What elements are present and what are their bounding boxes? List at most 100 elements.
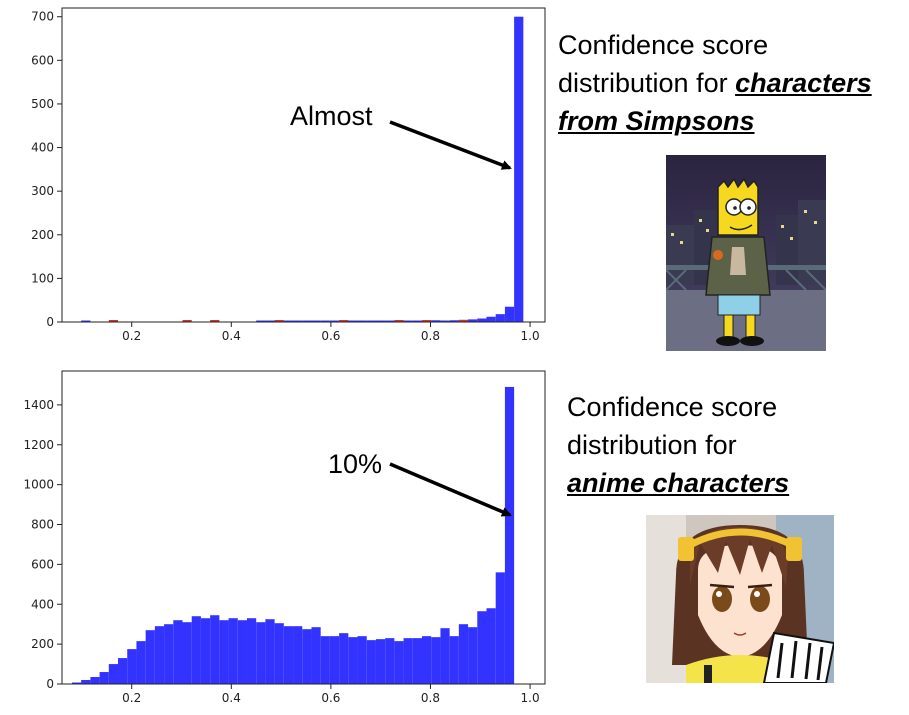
bar: [449, 636, 459, 684]
caption-simpsons-line1: Confidence score: [558, 30, 769, 60]
bar: [495, 572, 505, 684]
y-tick-label: 100: [31, 271, 54, 285]
y-tick-label: 0: [46, 315, 54, 329]
bar: [504, 306, 515, 322]
x-tick-label: 0.8: [421, 691, 440, 705]
bar: [486, 608, 496, 684]
bar: [468, 627, 478, 684]
bar: [274, 320, 284, 322]
bart-simpson-image: [666, 155, 826, 351]
caption-simpsons-line2-prefix: distribution for: [558, 68, 736, 98]
bar: [329, 320, 340, 322]
caption-anime-line2: distribution for: [567, 430, 737, 460]
caption-anime-line3: anime characters: [567, 464, 897, 502]
bar: [477, 318, 487, 322]
x-tick-label: 0.2: [122, 329, 141, 343]
bar: [394, 641, 404, 684]
caption-simpsons: Confidence score distribution for charac…: [558, 26, 903, 140]
bar: [486, 316, 496, 322]
bar: [514, 16, 524, 322]
bar: [108, 664, 119, 684]
annotation-text: Almost: [290, 101, 373, 131]
bar: [71, 682, 82, 684]
bar: [108, 320, 119, 322]
bar: [366, 640, 376, 684]
bar: [173, 620, 183, 684]
bar: [145, 630, 155, 684]
caption-anime-line1: Confidence score: [567, 392, 778, 422]
bar: [136, 641, 146, 684]
bar: [440, 628, 450, 684]
bar: [237, 620, 247, 684]
y-tick-label: 0: [46, 677, 54, 691]
x-tick-label: 0.4: [222, 691, 241, 705]
bar: [265, 619, 275, 684]
annotation-arrow: [389, 462, 512, 517]
x-tick-label: 0.4: [222, 329, 241, 343]
y-tick-label: 800: [31, 518, 54, 532]
y-tick-label: 600: [31, 53, 54, 67]
bar: [468, 319, 478, 322]
x-tick-label: 0.2: [122, 691, 141, 705]
x-tick-label: 0.8: [421, 329, 440, 343]
bar: [504, 386, 515, 684]
bar: [385, 320, 395, 322]
y-tick-label: 500: [31, 97, 54, 111]
bar: [81, 680, 91, 684]
bar: [477, 611, 487, 684]
bar: [348, 637, 358, 684]
bar: [274, 623, 284, 684]
bar: [339, 320, 349, 322]
caption-simpsons-emphasis-2: from Simpsons: [558, 106, 755, 136]
bar: [366, 320, 376, 322]
bar: [283, 320, 294, 322]
bar: [191, 616, 201, 684]
y-tick-label: 600: [31, 557, 54, 571]
bar: [99, 672, 109, 684]
bar: [182, 622, 192, 684]
bar: [228, 618, 238, 684]
bar: [182, 320, 192, 322]
x-tick-label: 0.6: [321, 329, 340, 343]
bar: [256, 622, 266, 684]
bar: [164, 624, 174, 684]
caption-simpsons-line2: distribution for characters: [558, 64, 903, 102]
bar: [412, 320, 423, 322]
bar: [302, 629, 312, 684]
bar: [357, 320, 367, 322]
y-tick-label: 1200: [23, 438, 54, 452]
bar: [412, 638, 423, 684]
bar: [210, 320, 220, 322]
bar: [449, 320, 459, 322]
bar: [210, 615, 220, 684]
bar: [440, 320, 450, 322]
x-tick-label: 1.0: [521, 691, 540, 705]
x-tick-label: 1.0: [521, 329, 540, 343]
bar: [320, 636, 330, 684]
bar: [127, 649, 137, 684]
bar: [422, 636, 432, 684]
histogram-anime: 0.2 0.4 0.6 0.8 1.0 0 200 400 600 800 1000 1200 1400…: [23, 370, 546, 705]
bar: [458, 320, 469, 322]
bar: [403, 638, 413, 684]
bar: [256, 320, 266, 322]
plot-frame: [61, 7, 546, 323]
bar: [311, 320, 321, 322]
bar: [431, 637, 441, 684]
y-tick-label: 400: [31, 141, 54, 155]
bar: [385, 638, 395, 684]
y-tick-label: 200: [31, 637, 54, 651]
bar: [293, 320, 303, 322]
annotation-arrow: [389, 120, 512, 170]
bar: [283, 626, 294, 684]
bar: [154, 626, 165, 684]
bar: [329, 636, 340, 684]
bar: [118, 658, 128, 684]
bar: [339, 633, 349, 684]
plot-frame: [61, 370, 546, 685]
bar: [311, 627, 321, 684]
bar: [320, 320, 330, 322]
bar: [375, 639, 386, 684]
caption-simpsons-line3: from Simpsons: [558, 102, 903, 140]
x-tick-label: 0.6: [321, 691, 340, 705]
